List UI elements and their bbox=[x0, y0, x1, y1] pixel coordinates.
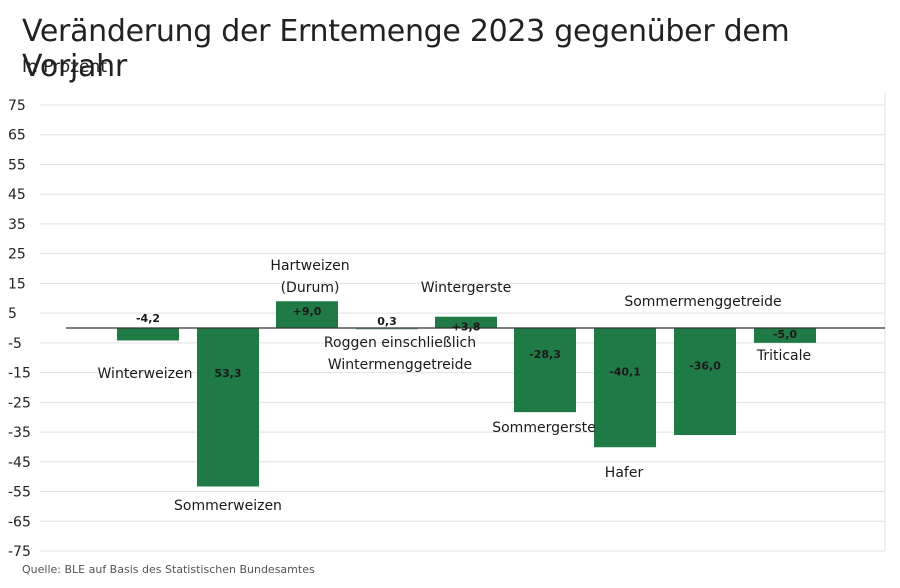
data-label: +3,8 bbox=[452, 321, 481, 334]
category-label: Sommergerste bbox=[492, 420, 596, 436]
bar bbox=[435, 316, 497, 328]
y-tick-label: -55 bbox=[8, 485, 31, 501]
category-label: Roggen einschließlich bbox=[324, 335, 476, 351]
data-label: -40,1 bbox=[609, 366, 641, 379]
y-tick-label: 45 bbox=[8, 187, 26, 203]
y-tick-label: -65 bbox=[8, 514, 31, 530]
category-label: Sommermenggetreide bbox=[624, 294, 781, 310]
category-label: Sommerweizen bbox=[174, 498, 282, 514]
y-tick-label: 15 bbox=[8, 276, 26, 292]
category-label: (Durum) bbox=[281, 280, 340, 296]
data-label: -4,2 bbox=[136, 312, 160, 325]
category-label: Triticale bbox=[756, 348, 811, 364]
data-label: -5,0 bbox=[773, 328, 797, 341]
category-label: Wintergerste bbox=[421, 280, 512, 296]
y-tick-label: 55 bbox=[8, 157, 26, 173]
label-layer: -4,2 53,3 +9,0 0,3 +3,8 -28,3 -40,1 -36,0 -5,0 Wi… bbox=[98, 258, 812, 514]
bar-layer bbox=[66, 301, 885, 487]
y-tick-label: 65 bbox=[8, 128, 26, 144]
y-tick-label: 25 bbox=[8, 247, 26, 263]
bar bbox=[754, 328, 816, 343]
y-tick-label: -35 bbox=[8, 425, 31, 441]
bar bbox=[674, 328, 736, 436]
category-label: Winterweizen bbox=[98, 366, 193, 382]
data-label: +9,0 bbox=[293, 305, 322, 318]
y-tick-label: -45 bbox=[8, 455, 31, 471]
bar bbox=[276, 301, 338, 328]
bar bbox=[514, 328, 576, 413]
data-label: 53,3 bbox=[214, 367, 241, 380]
y-tick-label: -25 bbox=[8, 395, 31, 411]
category-label: Wintermenggetreide bbox=[328, 357, 472, 373]
bar bbox=[117, 328, 179, 341]
bar bbox=[594, 328, 656, 448]
y-tick-label: 75 bbox=[8, 98, 26, 114]
data-label: -28,3 bbox=[529, 348, 561, 361]
bar bbox=[356, 328, 418, 330]
y-tick-label: -5 bbox=[8, 336, 22, 352]
grid-layer: 75 65 55 45 35 25 15 5 -5 -15 -25 -35 -45 -55 -65 -75 bbox=[8, 93, 886, 560]
category-label: Hafer bbox=[605, 465, 644, 481]
chart-subtitle: In Prozent bbox=[22, 57, 107, 77]
category-label: Hartweizen bbox=[270, 258, 349, 274]
data-label: -36,0 bbox=[689, 360, 721, 373]
y-tick-label: 35 bbox=[8, 217, 26, 233]
bar bbox=[197, 328, 259, 487]
y-tick-label: 5 bbox=[8, 306, 17, 322]
y-tick-label: -75 bbox=[8, 544, 31, 560]
chart-title: Veränderung der Erntemenge 2023 gegenübe… bbox=[22, 14, 790, 84]
data-label: 0,3 bbox=[377, 315, 397, 328]
y-tick-label: -15 bbox=[8, 366, 31, 382]
source-note: Quelle: BLE auf Basis des Statistischen … bbox=[22, 563, 315, 576]
